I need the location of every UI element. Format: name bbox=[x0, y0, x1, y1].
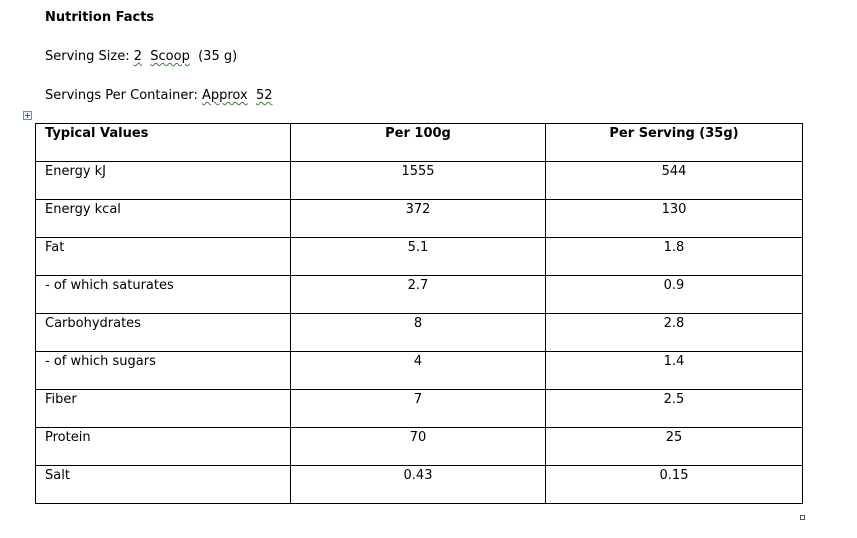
per-100g-cell[interactable]: 70 bbox=[290, 427, 546, 466]
table-row: Energy kcal 372 130 bbox=[35, 199, 803, 238]
serving-size-weight: (35 g) bbox=[198, 49, 238, 64]
per-100g-cell[interactable]: 7 bbox=[290, 389, 546, 428]
table-row: - of which sugars 4 1.4 bbox=[35, 351, 803, 390]
per-serving-cell[interactable]: 0.15 bbox=[545, 465, 803, 504]
nutrient-name-cell[interactable]: Fiber bbox=[35, 389, 291, 428]
table-row: Carbohydrates 8 2.8 bbox=[35, 313, 803, 352]
table-move-handle-icon[interactable] bbox=[23, 111, 32, 120]
per-serving-cell[interactable]: 0.9 bbox=[545, 275, 803, 314]
servings-per-container-value: Approx bbox=[201, 88, 248, 103]
per-100g-cell[interactable]: 4 bbox=[290, 351, 546, 390]
per-serving-cell[interactable]: 25 bbox=[545, 427, 803, 466]
table-row: Salt 0.43 0.15 bbox=[35, 465, 803, 504]
nutrient-name-cell[interactable]: Energy kcal bbox=[35, 199, 291, 238]
header-per-serving[interactable]: Per Serving (35g) bbox=[545, 123, 803, 162]
per-serving-cell[interactable]: 130 bbox=[545, 199, 803, 238]
per-100g-cell[interactable]: 1555 bbox=[290, 161, 546, 200]
serving-size-line: Serving Size: 2 Scoop (35 g) bbox=[45, 49, 237, 65]
table-row: Fiber 7 2.5 bbox=[35, 389, 803, 428]
per-100g-cell[interactable]: 372 bbox=[290, 199, 546, 238]
document-title: Nutrition Facts bbox=[45, 10, 155, 25]
per-serving-cell[interactable]: 544 bbox=[545, 161, 803, 200]
nutrient-name-cell[interactable]: Fat bbox=[35, 237, 291, 276]
servings-per-container-label: Servings Per Container: bbox=[45, 88, 198, 103]
serving-size-qty: 2 bbox=[133, 49, 143, 64]
table-row: Protein 70 25 bbox=[35, 427, 803, 466]
nutrition-table: Typical Values Per 100g Per Serving (35g… bbox=[35, 123, 803, 504]
header-per-100g[interactable]: Per 100g bbox=[290, 123, 546, 162]
table-header-row: Typical Values Per 100g Per Serving (35g… bbox=[35, 123, 803, 162]
table-row: Fat 5.1 1.8 bbox=[35, 237, 803, 276]
nutrient-name-cell[interactable]: Energy kJ bbox=[35, 161, 291, 200]
table-resize-handle-icon[interactable] bbox=[800, 515, 805, 520]
per-serving-cell[interactable]: 1.4 bbox=[545, 351, 803, 390]
nutrient-name-cell[interactable]: Carbohydrates bbox=[35, 313, 291, 352]
per-serving-cell[interactable]: 1.8 bbox=[545, 237, 803, 276]
serving-size-label: Serving Size: bbox=[45, 49, 130, 64]
per-serving-cell[interactable]: 2.8 bbox=[545, 313, 803, 352]
per-100g-cell[interactable]: 2.7 bbox=[290, 275, 546, 314]
nutrient-name-cell[interactable]: Salt bbox=[35, 465, 291, 504]
nutrient-name-cell[interactable]: Protein bbox=[35, 427, 291, 466]
per-100g-cell[interactable]: 8 bbox=[290, 313, 546, 352]
nutrient-name-cell[interactable]: - of which saturates bbox=[35, 275, 291, 314]
per-100g-cell[interactable]: 0.43 bbox=[290, 465, 546, 504]
table-row: - of which saturates 2.7 0.9 bbox=[35, 275, 803, 314]
per-serving-cell[interactable]: 2.5 bbox=[545, 389, 803, 428]
nutrient-name-cell[interactable]: - of which sugars bbox=[35, 351, 291, 390]
serving-size-unit: Scoop bbox=[150, 49, 190, 64]
header-typical-values[interactable]: Typical Values bbox=[35, 123, 291, 162]
servings-per-container-line: Servings Per Container: Approx 52 bbox=[45, 88, 272, 104]
servings-per-container-count: 52 bbox=[255, 88, 273, 103]
per-100g-cell[interactable]: 5.1 bbox=[290, 237, 546, 276]
table-row: Energy kJ 1555 544 bbox=[35, 161, 803, 200]
